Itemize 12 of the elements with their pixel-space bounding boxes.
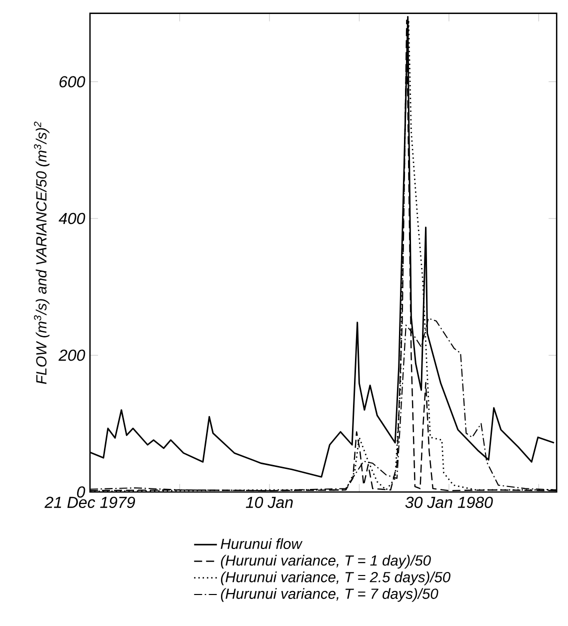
x-tick-label: 21 Dec 1979: [44, 496, 136, 508]
legend-label: Hurunui flow: [220, 538, 303, 550]
y-tick-label: 200: [58, 350, 86, 361]
legend-label: (Hurunui variance, T = 7 days)/50: [220, 588, 438, 602]
y-tick-label: 600: [59, 76, 86, 88]
y-tick-label: 0: [77, 486, 86, 498]
x-tick-label: 10 Jan: [246, 496, 293, 508]
legend-label: (Hurunui variance, T = 2.5 days)/50: [220, 572, 450, 586]
y-axis-title: FLOW (m$^{3}$/s) and VARIANCE/50 (m$^{3}$/s)$^{2}$: [34, 122, 50, 384]
y-tick-label: 400: [58, 212, 86, 224]
legend-label: (Hurunui variance, T = 1 day)/50: [220, 554, 431, 569]
x-tick-label: 30 Jan 1980: [405, 496, 493, 508]
